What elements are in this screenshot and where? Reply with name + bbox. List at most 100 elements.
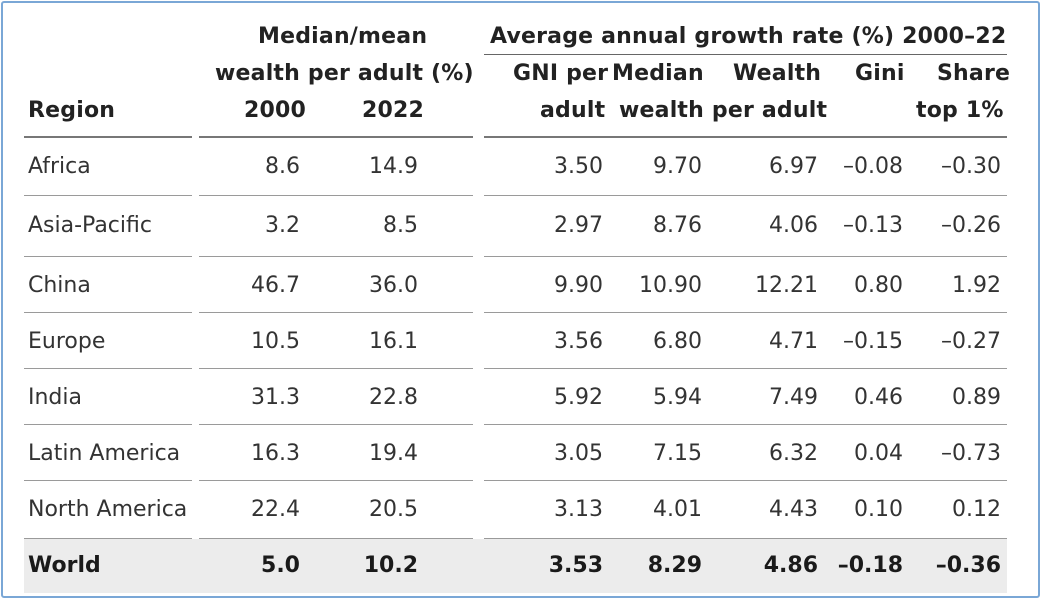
world-row-background xyxy=(24,539,1007,593)
header-median-line2: wealth per adult xyxy=(619,98,828,123)
cell-2000: 46.7 xyxy=(251,273,300,298)
cell-gini: –0.18 xyxy=(837,553,903,578)
header-share-line2: top 1% xyxy=(916,98,1004,123)
cell-gini: 0.04 xyxy=(854,441,903,466)
cell-region: Asia-Pacific xyxy=(28,213,152,238)
header-gini: Gini xyxy=(855,61,905,86)
cell-2022: 14.9 xyxy=(369,154,418,179)
cell-gini: –0.08 xyxy=(843,154,903,179)
header-year-2022: 2022 xyxy=(362,98,425,123)
header-median-line1: Median xyxy=(612,61,704,86)
header-median-mean-line2: wealth per adult (%) xyxy=(215,61,474,86)
header-gni-line1: GNI per xyxy=(513,61,609,86)
cell-share: 0.12 xyxy=(952,497,1001,522)
row-divider xyxy=(24,256,192,257)
header-region: Region xyxy=(28,98,116,123)
cell-2000: 16.3 xyxy=(251,441,300,466)
growth-group-rule xyxy=(484,54,1007,55)
header-rule-wealth-share xyxy=(199,136,473,138)
header-share-line1: Share xyxy=(937,61,1011,86)
row-divider xyxy=(484,368,1007,369)
cell-wealth: 6.97 xyxy=(769,154,818,179)
header-year-2000: 2000 xyxy=(244,98,307,123)
row-divider xyxy=(199,368,473,369)
cell-2000: 10.5 xyxy=(251,329,300,354)
row-divider xyxy=(484,256,1007,257)
cell-wealth: 7.49 xyxy=(769,385,818,410)
row-divider xyxy=(484,195,1007,196)
cell-region: China xyxy=(28,273,91,298)
row-divider xyxy=(484,424,1007,425)
cell-region: Latin America xyxy=(28,441,181,466)
cell-region: World xyxy=(28,553,101,578)
cell-gini: 0.80 xyxy=(854,273,903,298)
cell-median: 4.01 xyxy=(653,497,702,522)
cell-2000: 8.6 xyxy=(265,154,300,179)
cell-share: –0.27 xyxy=(941,329,1001,354)
header-median-mean-line1: Median/mean xyxy=(258,24,428,49)
row-divider xyxy=(24,424,192,425)
header-rule-region xyxy=(24,136,192,138)
cell-wealth: 4.43 xyxy=(769,497,818,522)
row-divider xyxy=(199,538,473,539)
cell-2022: 20.5 xyxy=(369,497,418,522)
cell-2000: 22.4 xyxy=(251,497,300,522)
row-divider xyxy=(24,538,192,539)
cell-2000: 31.3 xyxy=(251,385,300,410)
cell-gni: 3.13 xyxy=(554,497,603,522)
row-divider xyxy=(24,368,192,369)
cell-wealth: 4.86 xyxy=(763,553,818,578)
cell-share: –0.73 xyxy=(941,441,1001,466)
cell-median: 8.76 xyxy=(653,213,702,238)
cell-region: Africa xyxy=(28,154,91,179)
cell-gni: 3.53 xyxy=(548,553,603,578)
cell-share: –0.26 xyxy=(941,213,1001,238)
cell-region: India xyxy=(28,385,82,410)
row-divider xyxy=(199,312,473,313)
cell-2022: 22.8 xyxy=(369,385,418,410)
cell-region: North America xyxy=(28,497,188,522)
row-divider xyxy=(24,195,192,196)
cell-region: Europe xyxy=(28,329,106,354)
cell-gni: 9.90 xyxy=(554,273,603,298)
cell-gni: 3.05 xyxy=(554,441,603,466)
cell-gni: 3.56 xyxy=(554,329,603,354)
cell-2000: 5.0 xyxy=(261,553,300,578)
row-divider xyxy=(484,312,1007,313)
cell-2022: 16.1 xyxy=(369,329,418,354)
cell-gini: 0.10 xyxy=(854,497,903,522)
cell-2022: 8.5 xyxy=(383,213,418,238)
header-gni-line2: adult xyxy=(540,98,606,123)
cell-share: 0.89 xyxy=(952,385,1001,410)
cell-2000: 3.2 xyxy=(265,213,300,238)
cell-median: 9.70 xyxy=(653,154,702,179)
row-divider xyxy=(484,480,1007,481)
header-rule-growth xyxy=(484,136,1007,138)
cell-gni: 2.97 xyxy=(554,213,603,238)
cell-gni: 5.92 xyxy=(554,385,603,410)
cell-gini: –0.13 xyxy=(843,213,903,238)
row-divider xyxy=(24,480,192,481)
cell-wealth: 6.32 xyxy=(769,441,818,466)
cell-wealth: 4.71 xyxy=(769,329,818,354)
row-divider xyxy=(199,256,473,257)
cell-gini: 0.46 xyxy=(854,385,903,410)
cell-median: 5.94 xyxy=(653,385,702,410)
header-growth-rate-title: Average annual growth rate (%) 2000–22 xyxy=(490,24,1007,49)
row-divider xyxy=(199,480,473,481)
cell-median: 8.29 xyxy=(647,553,702,578)
cell-median: 10.90 xyxy=(639,273,702,298)
row-divider xyxy=(484,538,1007,539)
cell-share: 1.92 xyxy=(952,273,1001,298)
cell-gini: –0.15 xyxy=(843,329,903,354)
cell-wealth: 4.06 xyxy=(769,213,818,238)
cell-wealth: 12.21 xyxy=(755,273,818,298)
cell-2022: 10.2 xyxy=(363,553,418,578)
row-divider xyxy=(24,312,192,313)
cell-gni: 3.50 xyxy=(554,154,603,179)
cell-2022: 36.0 xyxy=(369,273,418,298)
cell-share: –0.36 xyxy=(935,553,1001,578)
header-wealth: Wealth xyxy=(733,61,822,86)
row-divider xyxy=(199,424,473,425)
